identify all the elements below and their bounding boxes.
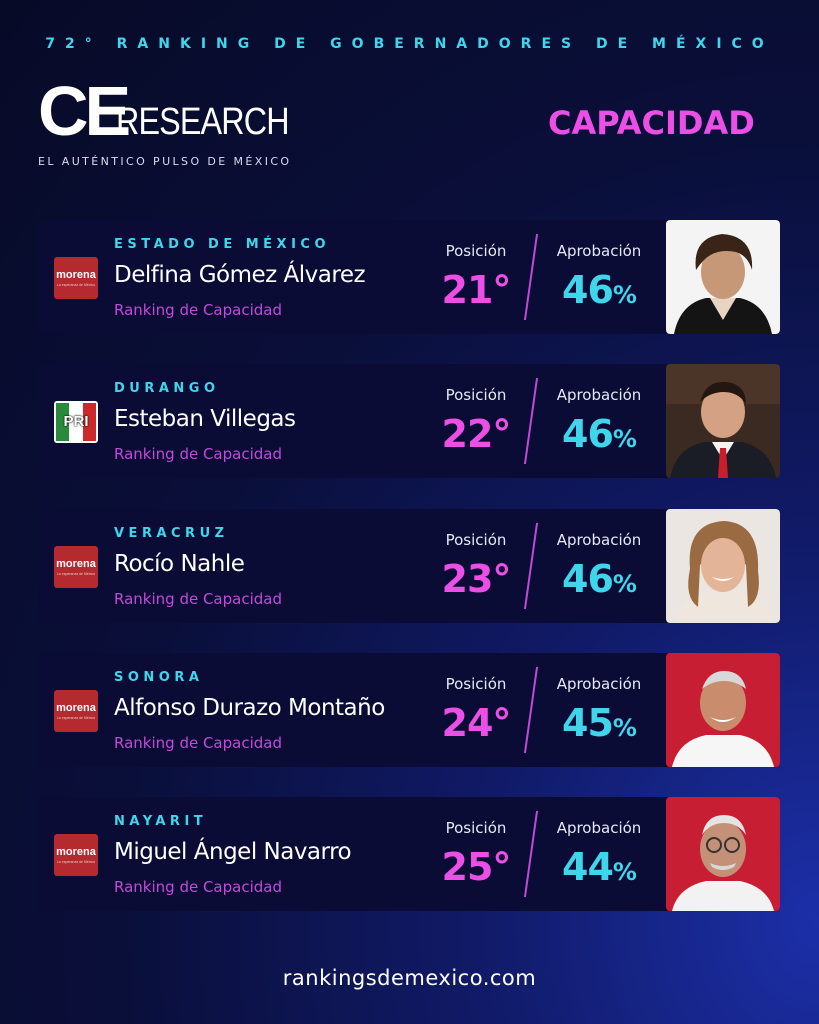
state-name: ESTADO DE MÉXICO	[114, 237, 330, 252]
position-value: 21°	[441, 268, 512, 312]
morena-logo-icon: morena La esperanza de México	[54, 834, 98, 876]
state-name: DURANGO	[114, 381, 220, 396]
party-slogan: La esperanza de México	[56, 572, 96, 576]
position-label: Posición	[445, 386, 507, 404]
pri-green-band	[56, 403, 69, 441]
percent-sign: %	[612, 714, 637, 742]
party-name: PRI	[63, 413, 89, 430]
position-label: Posición	[445, 531, 507, 549]
percent-sign: %	[612, 570, 637, 598]
morena-logo-icon: morena La esperanza de México	[54, 257, 98, 299]
footer-url[interactable]: rankingsdemexico.com	[282, 966, 537, 990]
ranking-subtitle: Ranking de Capacidad	[114, 590, 282, 608]
governor-name: Esteban Villegas	[114, 406, 296, 432]
divider	[523, 378, 539, 464]
position-label: Posición	[445, 242, 507, 260]
approval-number: 46	[562, 412, 614, 456]
approval-label: Aprobación	[556, 242, 642, 260]
position-label: Posición	[445, 675, 507, 693]
percent-sign: %	[612, 858, 637, 886]
approval-label: Aprobación	[556, 531, 642, 549]
governor-photo	[666, 653, 780, 767]
approval-label: Aprobación	[556, 675, 642, 693]
governor-photo	[666, 364, 780, 478]
governor-card: morena La esperanza de México ESTADO DE …	[38, 220, 780, 334]
governor-name: Rocío Nahle	[114, 551, 245, 577]
approval-number: 46	[562, 268, 614, 312]
logo-ce-text: CE	[38, 72, 131, 150]
governor-card: morena La esperanza de México NAYARIT Mi…	[38, 797, 780, 911]
approval-number: 46	[562, 557, 614, 601]
divider	[523, 523, 539, 609]
ranking-title: 72° RANKING DE GOBERNADORES DE MÉXICO	[45, 36, 774, 52]
state-name: SONORA	[114, 670, 204, 685]
position-value: 22°	[441, 412, 512, 456]
approval-value: 46%	[544, 557, 654, 601]
percent-sign: %	[612, 425, 637, 453]
governor-name: Miguel Ángel Navarro	[114, 839, 352, 865]
position-value: 23°	[441, 557, 512, 601]
position-value: 24°	[441, 701, 512, 745]
approval-number: 45	[562, 701, 614, 745]
party-slogan: La esperanza de México	[56, 716, 96, 720]
divider	[523, 667, 539, 753]
governor-name: Alfonso Durazo Montaño	[114, 695, 385, 721]
governor-photo	[666, 509, 780, 623]
percent-sign: %	[612, 281, 637, 309]
governor-card: morena La esperanza de México VERACRUZ R…	[38, 509, 780, 623]
party-name: morena	[56, 558, 96, 570]
governor-photo	[666, 797, 780, 911]
approval-value: 46%	[544, 268, 654, 312]
party-slogan: La esperanza de México	[56, 860, 96, 864]
position-label: Posición	[445, 819, 507, 837]
morena-logo-icon: morena La esperanza de México	[54, 690, 98, 732]
approval-label: Aprobación	[556, 386, 642, 404]
state-name: VERACRUZ	[114, 526, 229, 541]
governor-card: PRI DURANGO Esteban Villegas Ranking de …	[38, 364, 780, 478]
state-name: NAYARIT	[114, 814, 208, 829]
party-name: morena	[56, 702, 96, 714]
ranking-subtitle: Ranking de Capacidad	[114, 878, 282, 896]
divider	[523, 811, 539, 897]
party-name: morena	[56, 269, 96, 281]
party-slogan: La esperanza de México	[56, 283, 96, 287]
governor-name: Delfina Gómez Álvarez	[114, 262, 366, 288]
approval-number: 44	[562, 845, 614, 889]
ranking-subtitle: Ranking de Capacidad	[114, 445, 282, 463]
ranking-subtitle: Ranking de Capacidad	[114, 301, 282, 319]
category-title: CAPACIDAD	[548, 104, 755, 142]
logo-research-text: RESEARCH	[116, 101, 290, 143]
divider	[523, 234, 539, 320]
logo-tagline: EL AUTÉNTICO PULSO DE MÉXICO	[38, 155, 292, 168]
morena-logo-icon: morena La esperanza de México	[54, 546, 98, 588]
approval-value: 46%	[544, 412, 654, 456]
pri-white-band	[69, 403, 83, 441]
approval-value: 45%	[544, 701, 654, 745]
pri-red-band	[83, 403, 96, 441]
governor-photo	[666, 220, 780, 334]
party-name: morena	[56, 846, 96, 858]
governor-card: morena La esperanza de México SONORA Alf…	[38, 653, 780, 767]
approval-value: 44%	[544, 845, 654, 889]
position-value: 25°	[441, 845, 512, 889]
pri-logo-icon: PRI	[54, 401, 98, 443]
ranking-subtitle: Ranking de Capacidad	[114, 734, 282, 752]
approval-label: Aprobación	[556, 819, 642, 837]
